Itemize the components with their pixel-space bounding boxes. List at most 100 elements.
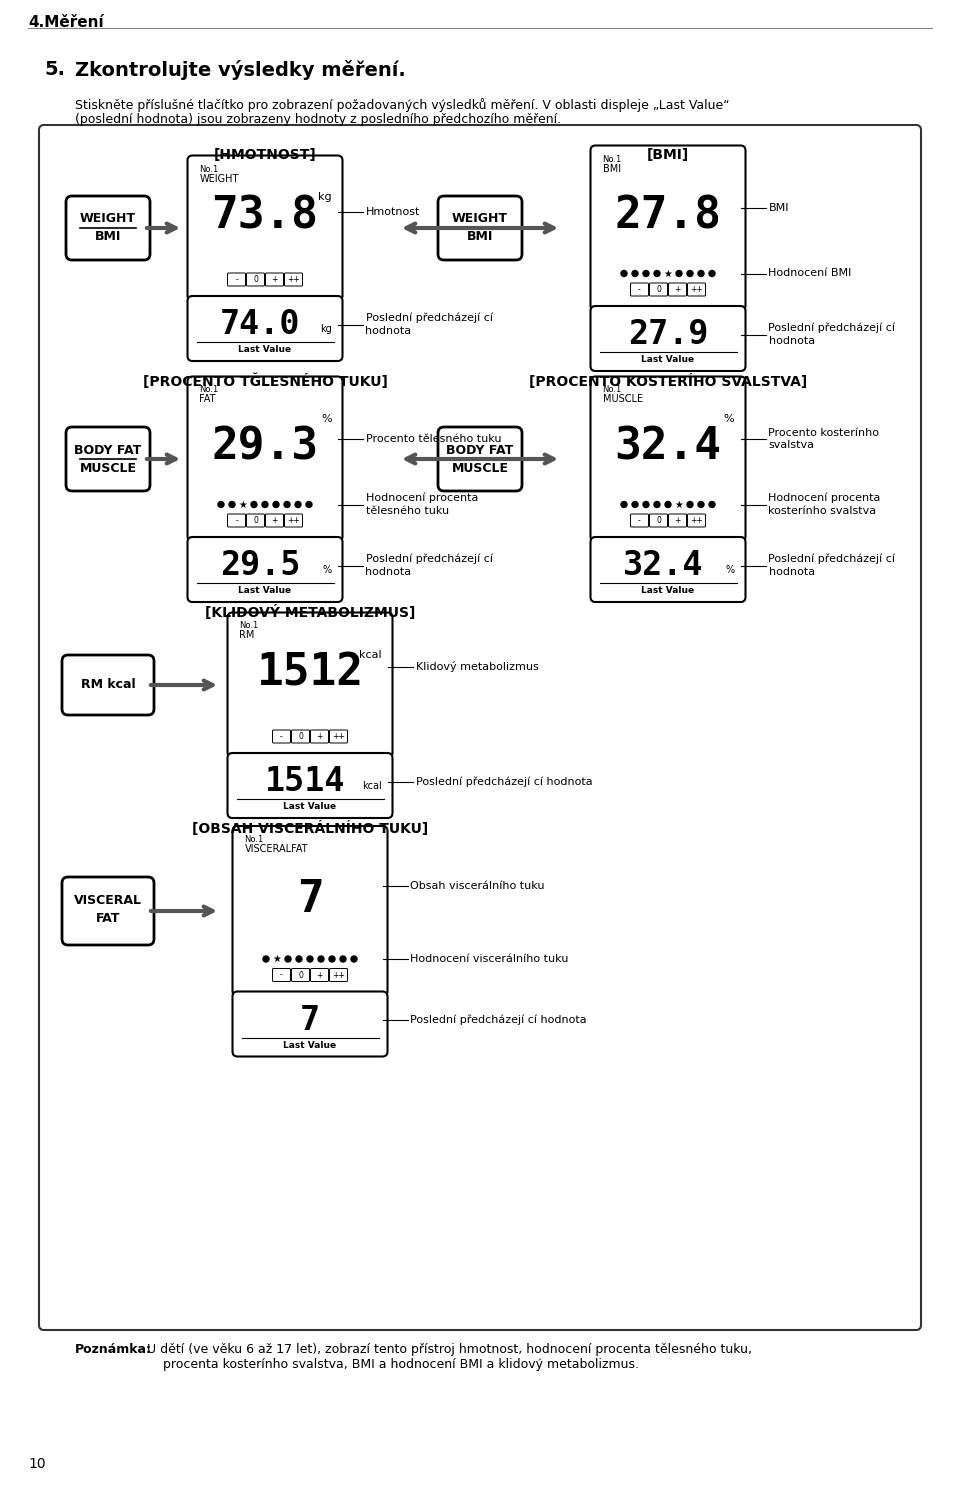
Text: Poslední předcházejí cí
hodnota: Poslední předcházejí cí hodnota bbox=[366, 554, 492, 578]
FancyBboxPatch shape bbox=[292, 730, 309, 744]
Circle shape bbox=[665, 502, 671, 508]
Circle shape bbox=[709, 502, 715, 508]
Circle shape bbox=[229, 502, 235, 508]
Text: BMI: BMI bbox=[603, 164, 620, 173]
Text: [PROCENTO TĞLESNÉHO TUKU]: [PROCENTO TĞLESNÉHO TUKU] bbox=[143, 375, 388, 390]
Text: No.1: No.1 bbox=[245, 835, 264, 844]
Text: Poslední předcházejí cí
hodnota: Poslední předcházejí cí hodnota bbox=[769, 322, 896, 346]
Text: Last Value: Last Value bbox=[238, 345, 292, 354]
FancyBboxPatch shape bbox=[228, 273, 246, 287]
Circle shape bbox=[709, 270, 715, 276]
Text: -: - bbox=[638, 517, 641, 526]
Text: Hodnocení viscerálního tuku: Hodnocení viscerálního tuku bbox=[411, 954, 569, 964]
Text: U dětí (ve věku 6 až 17 let), zobrazí tento přístroj hmotnost, hodnocení procent: U dětí (ve věku 6 až 17 let), zobrazí te… bbox=[143, 1344, 752, 1356]
Text: 0: 0 bbox=[298, 970, 303, 979]
FancyBboxPatch shape bbox=[590, 537, 746, 602]
FancyBboxPatch shape bbox=[284, 514, 302, 527]
Circle shape bbox=[307, 956, 313, 961]
Text: kcal: kcal bbox=[359, 649, 381, 660]
Circle shape bbox=[643, 270, 649, 276]
FancyBboxPatch shape bbox=[266, 514, 283, 527]
FancyBboxPatch shape bbox=[590, 376, 746, 542]
FancyBboxPatch shape bbox=[187, 376, 343, 542]
Text: procenta kosterínho svalstva, BMI a hodnocení BMI a klidový metabolizmus.: procenta kosterínho svalstva, BMI a hodn… bbox=[163, 1359, 639, 1371]
Text: 5.: 5. bbox=[44, 60, 65, 79]
Text: kg: kg bbox=[320, 324, 331, 334]
Circle shape bbox=[676, 270, 682, 276]
Circle shape bbox=[687, 270, 693, 276]
Text: %: % bbox=[321, 414, 331, 424]
Text: 27.9: 27.9 bbox=[628, 318, 708, 351]
FancyBboxPatch shape bbox=[650, 514, 667, 527]
Text: MUSCLE: MUSCLE bbox=[80, 461, 136, 475]
Text: ★: ★ bbox=[239, 500, 248, 509]
Text: 1514: 1514 bbox=[265, 764, 346, 797]
Text: kg: kg bbox=[318, 193, 331, 203]
Text: RM kcal: RM kcal bbox=[81, 678, 135, 691]
FancyBboxPatch shape bbox=[590, 145, 746, 311]
FancyBboxPatch shape bbox=[39, 125, 921, 1330]
Text: -: - bbox=[280, 732, 283, 741]
Circle shape bbox=[698, 502, 704, 508]
Circle shape bbox=[306, 502, 312, 508]
Text: ++: ++ bbox=[332, 970, 345, 979]
Text: No.1: No.1 bbox=[603, 154, 622, 164]
Text: BMI: BMI bbox=[467, 230, 493, 243]
Text: Hmotnost: Hmotnost bbox=[366, 208, 420, 216]
Text: Hodnocení BMI: Hodnocení BMI bbox=[769, 269, 852, 279]
Text: +: + bbox=[316, 732, 323, 741]
Circle shape bbox=[318, 956, 324, 961]
Circle shape bbox=[351, 956, 357, 961]
Text: ++: ++ bbox=[690, 517, 703, 526]
Text: +: + bbox=[674, 285, 681, 294]
Text: Poslední předcházejí cí hodnota: Poslední předcházejí cí hodnota bbox=[416, 776, 592, 787]
Text: WEIGHT: WEIGHT bbox=[200, 173, 239, 184]
Text: WEIGHT: WEIGHT bbox=[452, 212, 508, 225]
FancyBboxPatch shape bbox=[228, 514, 246, 527]
Circle shape bbox=[654, 502, 660, 508]
Text: ++: ++ bbox=[690, 285, 703, 294]
FancyBboxPatch shape bbox=[650, 284, 667, 296]
Text: +: + bbox=[674, 517, 681, 526]
Circle shape bbox=[698, 270, 704, 276]
Circle shape bbox=[632, 502, 638, 508]
Text: Poslední předcházejí cí
hodnota: Poslední předcházejí cí hodnota bbox=[769, 554, 896, 578]
Circle shape bbox=[340, 956, 346, 961]
Text: Last Value: Last Value bbox=[283, 1041, 337, 1050]
FancyBboxPatch shape bbox=[687, 284, 706, 296]
Text: 32.4: 32.4 bbox=[623, 549, 704, 582]
Text: Last Value: Last Value bbox=[641, 355, 695, 364]
Text: ★: ★ bbox=[273, 954, 281, 964]
Text: Procento kosterínho
svalstva: Procento kosterínho svalstva bbox=[769, 427, 879, 451]
Text: 29.3: 29.3 bbox=[211, 426, 319, 469]
Text: +: + bbox=[272, 517, 277, 526]
Text: [KLIDOVÝ METABOLIZMUS]: [KLIDOVÝ METABOLIZMUS] bbox=[204, 605, 415, 620]
FancyBboxPatch shape bbox=[66, 196, 150, 260]
Text: 74.0: 74.0 bbox=[220, 308, 300, 340]
FancyBboxPatch shape bbox=[438, 427, 522, 491]
Circle shape bbox=[643, 502, 649, 508]
Text: VISCERAL: VISCERAL bbox=[74, 894, 142, 908]
Text: RM: RM bbox=[239, 630, 254, 640]
FancyBboxPatch shape bbox=[284, 273, 302, 287]
Text: [HMOTNOST]: [HMOTNOST] bbox=[214, 148, 317, 163]
Text: %: % bbox=[323, 564, 331, 575]
FancyBboxPatch shape bbox=[329, 730, 348, 744]
Text: 10: 10 bbox=[28, 1457, 46, 1471]
Text: %: % bbox=[726, 564, 734, 575]
FancyBboxPatch shape bbox=[273, 730, 291, 744]
Text: Zkontrolujte výsledky měření.: Zkontrolujte výsledky měření. bbox=[75, 60, 406, 81]
Text: Last Value: Last Value bbox=[283, 802, 337, 811]
Text: ++: ++ bbox=[287, 275, 300, 284]
Text: Poznámka:: Poznámka: bbox=[75, 1344, 152, 1356]
FancyBboxPatch shape bbox=[187, 155, 343, 300]
Circle shape bbox=[262, 502, 268, 508]
Text: No.1: No.1 bbox=[239, 621, 259, 630]
Text: WEIGHT: WEIGHT bbox=[80, 212, 136, 225]
FancyBboxPatch shape bbox=[310, 969, 328, 981]
Circle shape bbox=[329, 956, 335, 961]
Text: ++: ++ bbox=[287, 517, 300, 526]
FancyBboxPatch shape bbox=[631, 284, 649, 296]
Circle shape bbox=[285, 956, 291, 961]
FancyBboxPatch shape bbox=[687, 514, 706, 527]
